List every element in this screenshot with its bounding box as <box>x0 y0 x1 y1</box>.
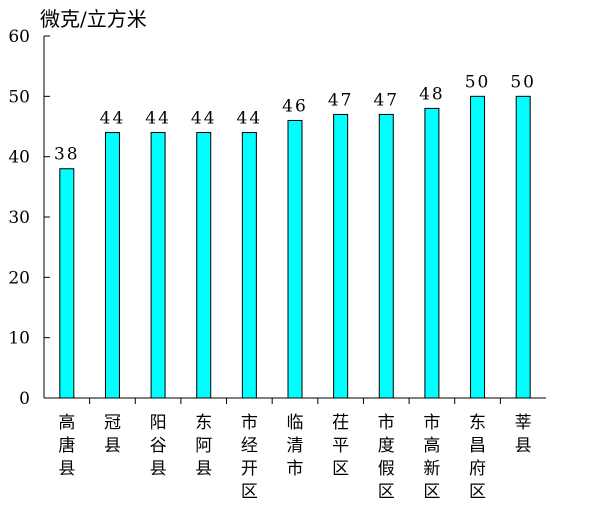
data-label: 44 <box>191 109 217 129</box>
bar <box>150 132 166 399</box>
category-label: 市度假区 <box>378 413 395 502</box>
data-label: 47 <box>328 90 354 110</box>
y-tick-label: 30 <box>8 208 30 228</box>
data-labels: 38 44 44 44 44 46 47 47 48 50 50 <box>54 72 536 165</box>
bar <box>287 119 303 399</box>
y-tick-label: 0 <box>19 389 30 409</box>
data-label: 38 <box>54 145 80 165</box>
data-label: 46 <box>282 96 308 116</box>
y-tick-label: 40 <box>8 148 30 168</box>
y-tick-label: 50 <box>8 87 30 107</box>
y-tick-label: 10 <box>8 329 30 349</box>
bar <box>378 113 394 399</box>
data-label: 47 <box>373 90 399 110</box>
bars <box>59 95 531 399</box>
category-label: 市经开区 <box>241 413 258 502</box>
y-tick-label: 60 <box>8 27 30 47</box>
category-label: 东阿县 <box>195 413 212 479</box>
category-label: 阳谷县 <box>150 413 167 479</box>
category-label: 临清市 <box>287 413 304 479</box>
bar <box>333 113 349 399</box>
category-label: 东昌府区 <box>469 413 486 502</box>
bar <box>424 107 440 399</box>
data-label: 44 <box>100 109 126 129</box>
y-axis: 0 10 20 30 40 50 60 <box>8 27 546 409</box>
data-label: 48 <box>419 84 445 104</box>
category-label: 莘县 <box>515 413 532 456</box>
data-label: 50 <box>465 72 491 92</box>
y-axis-unit-label: 微克/立方米 <box>40 7 147 31</box>
data-label: 44 <box>237 109 263 129</box>
category-label: 高唐县 <box>58 413 75 479</box>
category-label: 市高新区 <box>423 413 440 502</box>
bar <box>241 132 257 399</box>
y-tick-label: 20 <box>8 268 30 288</box>
category-label: 茌平区 <box>332 413 349 479</box>
bar <box>470 95 486 399</box>
bar <box>59 168 75 399</box>
bar <box>196 132 212 399</box>
data-label: 44 <box>145 109 171 129</box>
bar <box>515 95 531 399</box>
bar <box>104 132 120 399</box>
category-label: 冠县 <box>104 413 121 456</box>
data-label: 50 <box>510 72 536 92</box>
x-axis-labels: 高唐县 冠县 阳谷县 东阿县 市经开区 临清市 茌平区 市度假区 市高新区 东昌府区 莘县 <box>58 413 531 502</box>
